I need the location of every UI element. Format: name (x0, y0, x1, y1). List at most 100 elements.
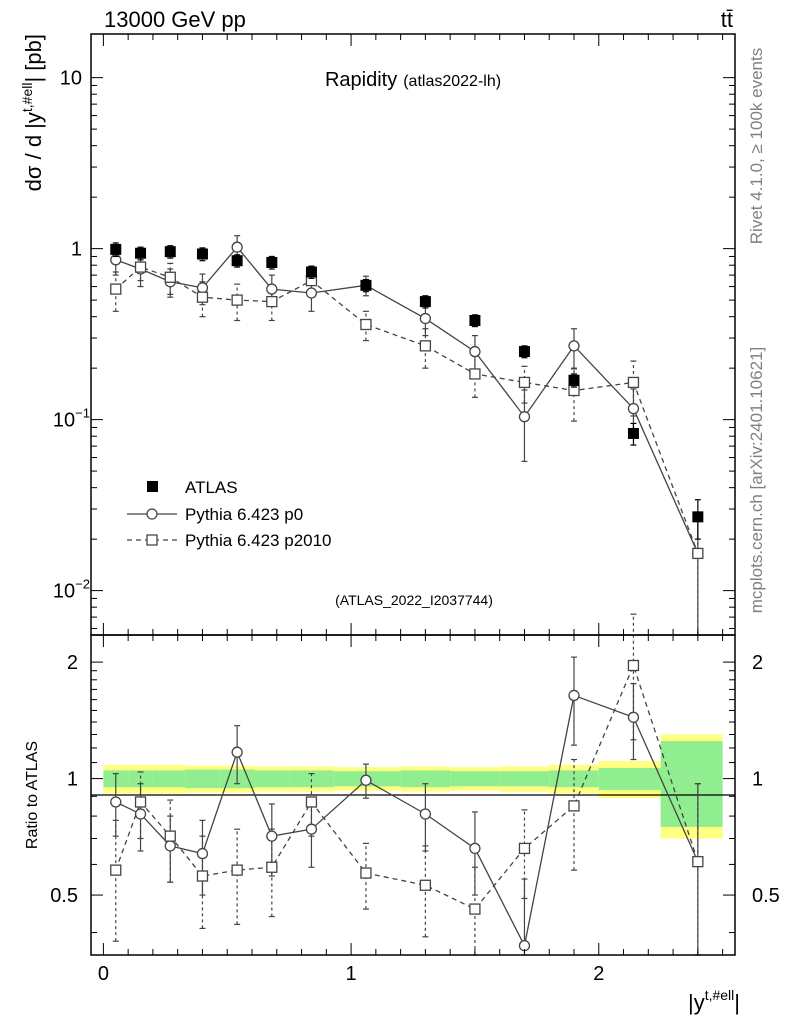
data-point-atlas (469, 314, 481, 326)
data-point-atlas (305, 266, 317, 278)
y-tick-label: 1 (71, 239, 82, 261)
data-point-p0 (419, 312, 432, 325)
title-text: Rapidity (325, 69, 397, 91)
data-point-p0 (568, 340, 580, 352)
legend-label-atlas: ATLAS (185, 478, 238, 497)
main-y-axis-label: dσ / d |yt,#ell| [pb] (19, 34, 46, 191)
ratio-point-p2010 (692, 855, 704, 868)
data-point-atlas (627, 427, 639, 439)
y-tick-label-base: 1 (71, 239, 82, 261)
ratio-point-p2010 (164, 830, 176, 842)
data-point-p0 (266, 283, 278, 295)
ratio-y-tick-label-right: 1 (752, 769, 763, 791)
ratio-point-p0 (627, 711, 640, 723)
data-point-atlas (568, 374, 580, 386)
ratio-line-p2010 (115, 663, 699, 910)
data-point-p2010 (518, 376, 531, 389)
legend-label-p0: Pythia 6.423 p0 (185, 505, 303, 524)
ratio-panel: 0.5 0.5 1 1 2 2 0 1 2 Ratio to ATLAS |yt,#ell| (24, 613, 780, 1015)
x-tick-label: 2 (593, 963, 604, 985)
uncertainty-band-inner (598, 767, 661, 790)
header-right: tt̄ (721, 7, 733, 32)
ratio-point-p0 (360, 774, 372, 786)
ratio-point-p0 (469, 842, 481, 855)
legend: ATLAS Pythia 6.423 p0 Pythia 6.423 p2010 (127, 478, 332, 550)
ratio-point-p2010 (196, 870, 209, 882)
data-point-p2010 (266, 295, 278, 308)
uncertainty-band-inner (254, 770, 290, 788)
data-point-atlas (196, 248, 208, 260)
ratio-point-p2010 (518, 842, 531, 855)
data-point-p0 (305, 287, 318, 299)
ratio-point-p0 (196, 847, 209, 860)
ratio-point-p2010 (110, 864, 122, 876)
data-point-p0 (518, 411, 531, 423)
x-axis-label: |yt,#ell| (688, 987, 740, 1015)
data-point-atlas (419, 296, 431, 308)
data-point-atlas (135, 247, 147, 259)
uncertainty-band-inner (450, 771, 500, 787)
main-y-axis-label-sup: t,#ell (19, 83, 35, 113)
main-title: Rapidity (atlas2022-lh) (325, 69, 501, 91)
ratio-y-tick-label-left: 1 (67, 769, 78, 791)
ratio-point-p2010 (305, 796, 318, 808)
data-point-p2010 (164, 271, 176, 283)
x-axis-label-tail: | (734, 990, 740, 1015)
ratio-point-p2010 (266, 861, 278, 873)
data-point-p0 (196, 282, 209, 294)
data-point-p0 (469, 345, 481, 358)
main-plot-layer (110, 235, 704, 636)
uncertainty-band-inner (660, 741, 723, 827)
legend-label-p2010: Pythia 6.423 p2010 (185, 531, 332, 550)
ratio-point-p0 (419, 808, 432, 820)
data-point-p2010 (627, 376, 640, 389)
data-point-atlas (164, 246, 176, 258)
data-point-p2010 (469, 368, 481, 380)
data-point-p2010 (196, 291, 209, 303)
ratio-point-p2010 (627, 659, 640, 672)
ratio-y-tick-label-left: 2 (67, 652, 78, 674)
ratio-point-p2010 (568, 800, 580, 812)
uncertainty-band-inner (128, 770, 153, 788)
x-axis-label-sup: t,#ell (705, 987, 735, 1003)
data-point-p2010 (110, 283, 122, 295)
uncertainty-band-inner (289, 770, 334, 788)
data-point-atlas (692, 511, 704, 523)
data-point-p0 (231, 241, 243, 253)
uncertainty-band-inner (185, 769, 220, 789)
series-line-p2010 (115, 266, 699, 554)
y-tick-label-exp: −1 (75, 406, 90, 421)
y-tick-label-base: 10 (53, 581, 75, 603)
ratio-y-tick-label-right: 2 (752, 652, 763, 674)
ratio-point-p0 (266, 830, 278, 842)
data-point-p2010 (360, 318, 372, 331)
subtitle-text: (atlas2022-lh) (403, 73, 501, 90)
y-tick-label-base: 10 (60, 68, 82, 90)
ratio-point-p0 (568, 689, 580, 702)
data-point-atlas (110, 243, 122, 255)
y-tick-label-exp: −2 (75, 577, 90, 592)
uncertainty-band-inner (499, 771, 550, 787)
data-point-p0 (627, 402, 640, 415)
y-tick-label-base: 10 (53, 410, 75, 432)
ratio-point-p2010 (231, 864, 243, 876)
legend-marker-p0 (146, 508, 158, 520)
header-left: 13000 GeV pp (104, 7, 246, 32)
ratio-point-p0 (231, 746, 243, 758)
ratio-point-p0 (134, 808, 147, 820)
data-point-p2010 (134, 261, 147, 273)
ratio-y-tick-label-right: 0.5 (752, 885, 780, 907)
legend-marker-p2010 (146, 534, 158, 546)
ratio-plot-layer (110, 613, 704, 956)
data-point-atlas (360, 279, 372, 291)
ratio-point-p2010 (419, 879, 432, 891)
ratio-point-p2010 (360, 867, 372, 879)
legend-marker-atlas (147, 481, 158, 492)
ratio-point-p0 (305, 823, 318, 835)
ratio-point-p0 (164, 840, 176, 852)
y-tick-label: 10 (60, 68, 82, 90)
uncertainty-band-inner (152, 770, 186, 788)
